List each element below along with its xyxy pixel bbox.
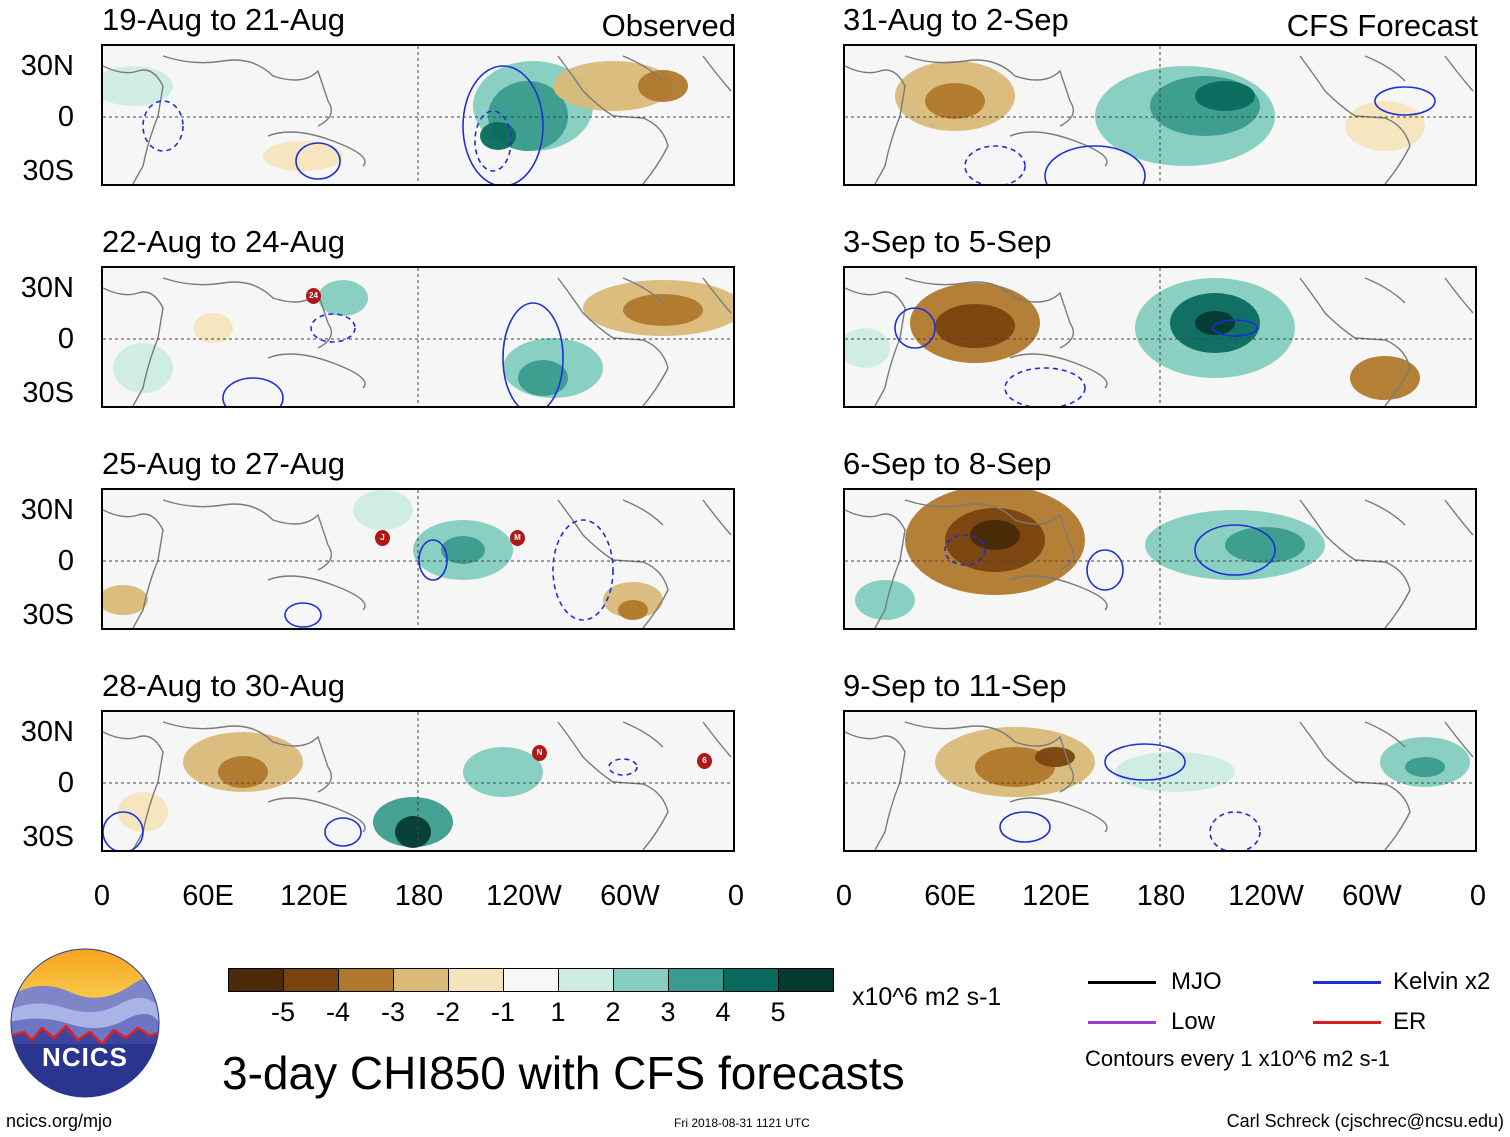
panel-title-8: 9-Sep to 11-Sep <box>843 668 1067 703</box>
lon-label-60w: 60W <box>600 880 660 912</box>
map-panel-right-1 <box>843 44 1477 186</box>
colorbar-bin <box>778 968 834 992</box>
lat-label-0: 0 <box>57 323 74 355</box>
map-panel-left-3 <box>101 488 735 630</box>
lon-label-120w: 120W <box>486 880 562 912</box>
colorbar-bin <box>558 968 614 992</box>
anomaly-map <box>103 490 733 628</box>
panel-title-4: 28-Aug to 30-Aug <box>102 668 346 703</box>
lon-label-120e: 120E <box>1022 880 1090 912</box>
storm-marker: M <box>510 530 525 546</box>
lon-label-180: 180 <box>394 880 444 912</box>
lon-label-60e: 60E <box>924 880 976 912</box>
logo-text: NCICS <box>42 1042 128 1072</box>
legend-label-low: Low <box>1171 1008 1216 1035</box>
lon-label-120w: 120W <box>1228 880 1304 912</box>
map-panel-right-2 <box>843 266 1477 408</box>
map-panel-left-4 <box>101 710 735 852</box>
lat-label-30s: 30S <box>22 155 74 187</box>
lon-label-120e: 120E <box>280 880 348 912</box>
map-panel-right-3 <box>843 488 1477 630</box>
colorbar-label: 4 <box>715 997 731 1027</box>
legend-label-er: ER <box>1393 1008 1427 1035</box>
lat-label-30s: 30S <box>22 377 74 409</box>
colorbar-label: -1 <box>490 997 515 1027</box>
lat-label-30n: 30N <box>20 50 74 82</box>
map-panel-left-1 <box>101 44 735 186</box>
legend-line-mjo <box>1088 981 1156 984</box>
lon-label-0: 0 <box>93 880 111 912</box>
lon-label-60e: 60E <box>182 880 234 912</box>
footer-timestamp: Fri 2018-08-31 1121 UTC <box>674 1116 810 1130</box>
map-panel-right-4 <box>843 710 1477 852</box>
main-title: 3-day CHI850 with CFS forecasts <box>222 1047 905 1099</box>
lat-label-0: 0 <box>57 545 74 577</box>
anomaly-map <box>845 490 1475 628</box>
anomaly-map <box>103 712 733 850</box>
anomaly-map <box>845 712 1475 850</box>
observed-label: Observed <box>601 8 736 43</box>
panel-title-2: 22-Aug to 24-Aug <box>102 224 346 259</box>
colorbar-bin <box>723 968 779 992</box>
lon-label-60w: 60W <box>1342 880 1402 912</box>
lat-label-30n: 30N <box>20 272 74 304</box>
colorbar-bin <box>448 968 504 992</box>
lon-label-0-east: 0 <box>727 880 745 912</box>
colorbar-bin <box>393 968 449 992</box>
legend-label-kelvin: Kelvin x2 <box>1393 968 1491 995</box>
colorbar-label: -2 <box>435 997 460 1027</box>
legend-line-er <box>1313 1021 1381 1024</box>
legend-line-low <box>1088 1021 1156 1024</box>
lat-label-0: 0 <box>57 101 74 133</box>
footer-url[interactable]: ncics.org/mjo <box>6 1111 113 1131</box>
colorbar-units: x10^6 m2 s-1 <box>852 983 1002 1011</box>
colorbar <box>228 968 834 994</box>
lon-label-0-east: 0 <box>1469 880 1487 912</box>
panel-title-3: 25-Aug to 27-Aug <box>102 446 346 481</box>
colorbar-bin <box>228 968 284 992</box>
colorbar-bin <box>283 968 339 992</box>
legend-line-kelvin <box>1313 981 1381 984</box>
lat-label-0: 0 <box>57 767 74 799</box>
panel-title-7: 6-Sep to 8-Sep <box>843 446 1052 481</box>
colorbar-label: -4 <box>325 997 350 1027</box>
colorbar-label: -3 <box>380 997 405 1027</box>
anomaly-map <box>103 46 733 184</box>
panel-title-1: 19-Aug to 21-Aug <box>102 2 346 37</box>
colorbar-bin <box>668 968 724 992</box>
storm-marker: N <box>532 745 547 761</box>
anomaly-map <box>103 268 733 406</box>
colorbar-bin <box>613 968 669 992</box>
colorbar-label: 3 <box>660 997 676 1027</box>
map-panel-left-2 <box>101 266 735 408</box>
lat-label-30n: 30N <box>20 494 74 526</box>
lat-label-30s: 30S <box>22 599 74 631</box>
lat-label-30n: 30N <box>20 716 74 748</box>
ncics-logo-graphic <box>10 948 160 1098</box>
footer-author: Carl Schreck (cjschrec@ncsu.edu) <box>1226 1111 1504 1131</box>
colorbar-bin <box>503 968 559 992</box>
anomaly-map <box>845 46 1475 184</box>
panel-title-5: 31-Aug to 2-Sep <box>843 2 1069 37</box>
storm-marker: J <box>375 530 390 546</box>
lon-label-180: 180 <box>1136 880 1186 912</box>
storm-marker: 24 <box>306 288 321 304</box>
cfs-forecast-label: CFS Forecast <box>1286 8 1478 43</box>
storm-marker: 6 <box>697 753 712 769</box>
lat-label-30s: 30S <box>22 821 74 853</box>
panel-title-6: 3-Sep to 5-Sep <box>843 224 1052 259</box>
lon-label-0: 0 <box>835 880 853 912</box>
colorbar-label: 1 <box>550 997 566 1027</box>
colorbar-label: 2 <box>605 997 621 1027</box>
colorbar-label: 5 <box>770 997 786 1027</box>
colorbar-bin <box>338 968 394 992</box>
anomaly-map <box>845 268 1475 406</box>
ncics-logo: NCICS <box>10 948 160 1098</box>
contour-note: Contours every 1 x10^6 m2 s-1 <box>1085 1046 1391 1071</box>
legend-label-mjo: MJO <box>1171 968 1222 995</box>
colorbar-label: -5 <box>270 997 295 1027</box>
